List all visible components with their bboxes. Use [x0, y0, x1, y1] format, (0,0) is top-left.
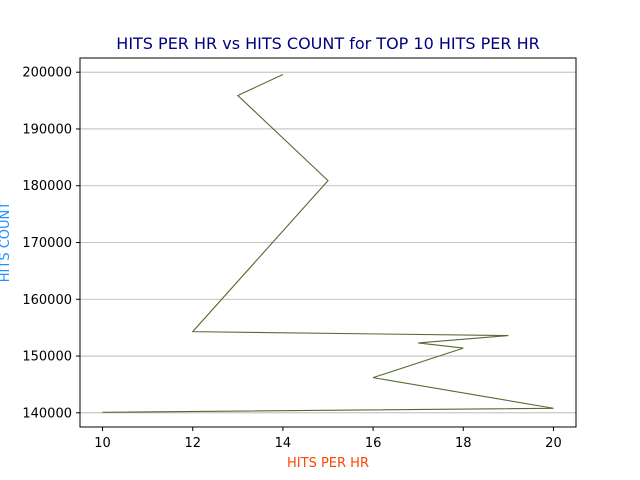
y-tick-label: 150000 — [22, 350, 72, 365]
y-tick-label: 180000 — [22, 179, 72, 194]
x-tick-label: 10 — [94, 436, 111, 451]
series-layer — [102, 73, 554, 413]
x-tick-label: 14 — [275, 436, 292, 451]
series-line — [102, 73, 554, 413]
grid-lines — [80, 71, 576, 414]
y-tick-label: 170000 — [22, 236, 72, 251]
y-axis: 140000 150000 160000 170000 180000 190000 2000… — [22, 66, 80, 421]
x-tick-label: 20 — [545, 436, 562, 451]
y-tick-label: 160000 — [22, 293, 72, 308]
x-axis-label: HITS PER HR — [287, 456, 369, 471]
y-axis-label: HITS COUNT — [0, 202, 13, 282]
x-tick-label: 16 — [365, 436, 382, 451]
chart-title: HITS PER HR vs HITS COUNT for TOP 10 HIT… — [116, 34, 539, 53]
x-axis: 10 12 14 16 18 20 — [94, 427, 562, 451]
y-tick-label: 140000 — [22, 406, 72, 421]
y-tick-label: 190000 — [22, 122, 72, 137]
y-tick-label: 200000 — [22, 66, 72, 81]
x-tick-label: 12 — [184, 436, 201, 451]
x-tick-label: 18 — [455, 436, 472, 451]
